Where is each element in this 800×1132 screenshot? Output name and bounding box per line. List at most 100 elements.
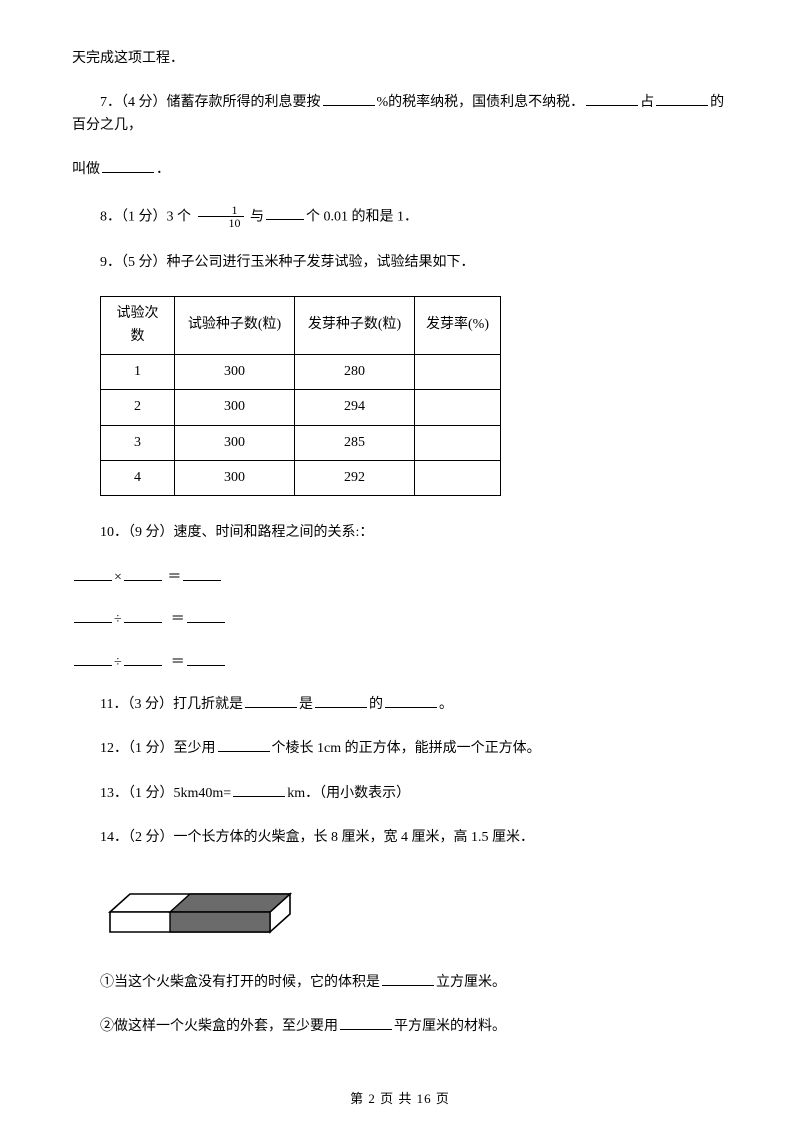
footer-total: 16 <box>417 1091 432 1106</box>
q8: 8．（1 分）3 个 1 10 与 个 0.01 的和是 1． <box>72 204 728 230</box>
footer-b: 页 共 <box>376 1091 417 1106</box>
blank <box>245 694 297 708</box>
q14-p1: ①当这个火柴盒没有打开的时候，它的体积是 立方厘米。 <box>72 972 728 994</box>
blank <box>218 738 270 752</box>
sleeve-top <box>170 894 290 912</box>
q11-c: 的 <box>369 697 383 712</box>
blank <box>266 206 304 220</box>
blank <box>183 567 221 581</box>
op: × <box>114 570 122 585</box>
seed-table: 试验次数 试验种子数(粒) 发芽种子数(粒) 发芽率(%) 1 300 280 … <box>100 296 501 496</box>
table-body: 1 300 280 2 300 294 3 300 285 4 300 292 <box>101 354 501 496</box>
td: 300 <box>175 461 295 496</box>
td: 2 <box>101 390 175 425</box>
q8-mid: 与 <box>250 209 264 224</box>
q14-p2a: ②做这样一个火柴盒的外套，至少要用 <box>100 1019 338 1034</box>
q7-l2a: 叫做 <box>72 162 100 177</box>
table-row: 1 300 280 <box>101 354 501 389</box>
footer-c: 页 <box>432 1091 450 1106</box>
frac-den: 10 <box>198 217 244 230</box>
q14-p2: ②做这样一个火柴盒的外套，至少要用 平方厘米的材料。 <box>72 1016 728 1038</box>
q10-eq1: × ＝ <box>72 567 728 589</box>
td: 292 <box>295 461 415 496</box>
q14-p1b: 立方厘米。 <box>436 975 506 990</box>
q7-pre: 7．（4 分）储蓄存款所得的利息要按 <box>100 95 321 110</box>
q9-intro: 9．（5 分）种子公司进行玉米种子发芽试验，试验结果如下． <box>72 252 728 274</box>
q8-pre: 8．（1 分）3 个 <box>100 209 191 224</box>
td: 300 <box>175 354 295 389</box>
table-row: 3 300 285 <box>101 425 501 460</box>
td <box>415 461 501 496</box>
th: 发芽种子数(粒) <box>295 297 415 355</box>
q13: 13．（1 分）5km40m= km．（用小数表示） <box>72 783 728 805</box>
blank <box>74 652 112 666</box>
footer-page: 2 <box>368 1091 376 1106</box>
td: 300 <box>175 425 295 460</box>
blank <box>382 972 434 986</box>
td: 4 <box>101 461 175 496</box>
td: 285 <box>295 425 415 460</box>
matchbox-svg <box>100 872 320 942</box>
q14-p1a: ①当这个火柴盒没有打开的时候，它的体积是 <box>100 975 380 990</box>
fraction: 1 10 <box>198 204 244 230</box>
q14-p2b: 平方厘米的材料。 <box>394 1019 506 1034</box>
sleeve-front <box>170 912 270 932</box>
q14-intro: 14．（2 分）一个长方体的火柴盒，长 8 厘米，宽 4 厘米，高 1.5 厘米… <box>72 827 728 849</box>
footer-a: 第 <box>350 1091 368 1106</box>
q10-intro: 10．（9 分）速度、时间和路程之间的关系:： <box>72 522 728 544</box>
eq: ＝ <box>171 655 185 670</box>
td <box>415 354 501 389</box>
blank <box>340 1016 392 1030</box>
td <box>415 425 501 460</box>
q11-a: 11．（3 分）打几折就是 <box>100 697 243 712</box>
op: ÷ <box>114 612 122 627</box>
q7-l2b: ． <box>156 162 170 177</box>
blank <box>124 652 162 666</box>
blank <box>74 609 112 623</box>
matchbox-figure <box>100 872 728 950</box>
blank <box>233 783 285 797</box>
td: 294 <box>295 390 415 425</box>
blank <box>187 652 225 666</box>
page-root: 天完成这项工程． 7．（4 分）储蓄存款所得的利息要按 %的税率纳税，国债利息不纳… <box>0 0 800 1132</box>
th: 试验种子数(粒) <box>175 297 295 355</box>
q12-a: 12．（1 分）至少用 <box>100 741 216 756</box>
eq: ＝ <box>167 570 181 585</box>
td: 300 <box>175 390 295 425</box>
blank <box>323 92 375 106</box>
q6-tail: 天完成这项工程． <box>72 48 728 70</box>
blank <box>124 567 162 581</box>
q7-mid2: 占 <box>640 95 654 110</box>
eq: ＝ <box>171 612 185 627</box>
blank <box>315 694 367 708</box>
q11: 11．（3 分）打几折就是 是 的 。 <box>72 694 728 716</box>
td <box>415 390 501 425</box>
blank <box>102 159 154 173</box>
table-row: 4 300 292 <box>101 461 501 496</box>
blank <box>586 92 638 106</box>
q8-suf: 个 0.01 的和是 1． <box>306 209 418 224</box>
table-header-row: 试验次数 试验种子数(粒) 发芽种子数(粒) 发芽率(%) <box>101 297 501 355</box>
th: 发芽率(%) <box>415 297 501 355</box>
blank <box>74 567 112 581</box>
q12: 12．（1 分）至少用个棱长 1cm 的正方体，能拼成一个正方体。 <box>72 738 728 760</box>
blank <box>385 694 437 708</box>
page-footer: 第 2 页 共 16 页 <box>0 1089 800 1110</box>
table-head: 试验次数 试验种子数(粒) 发芽种子数(粒) 发芽率(%) <box>101 297 501 355</box>
table-row: 2 300 294 <box>101 390 501 425</box>
q7-line2: 叫做 ． <box>72 159 728 181</box>
q11-b: 是 <box>299 697 313 712</box>
q13-b: km．（用小数表示） <box>287 786 410 801</box>
td: 3 <box>101 425 175 460</box>
blank <box>656 92 708 106</box>
th: 试验次数 <box>101 297 175 355</box>
blank <box>124 609 162 623</box>
td: 1 <box>101 354 175 389</box>
frac-num: 1 <box>198 204 244 218</box>
q7-mid1: %的税率纳税，国债利息不纳税． <box>377 95 585 110</box>
q13-a: 13．（1 分）5km40m= <box>100 786 231 801</box>
blank <box>187 609 225 623</box>
op: ÷ <box>114 655 122 670</box>
q10-eq3: ÷ ＝ <box>72 652 728 674</box>
q11-d: 。 <box>439 697 453 712</box>
